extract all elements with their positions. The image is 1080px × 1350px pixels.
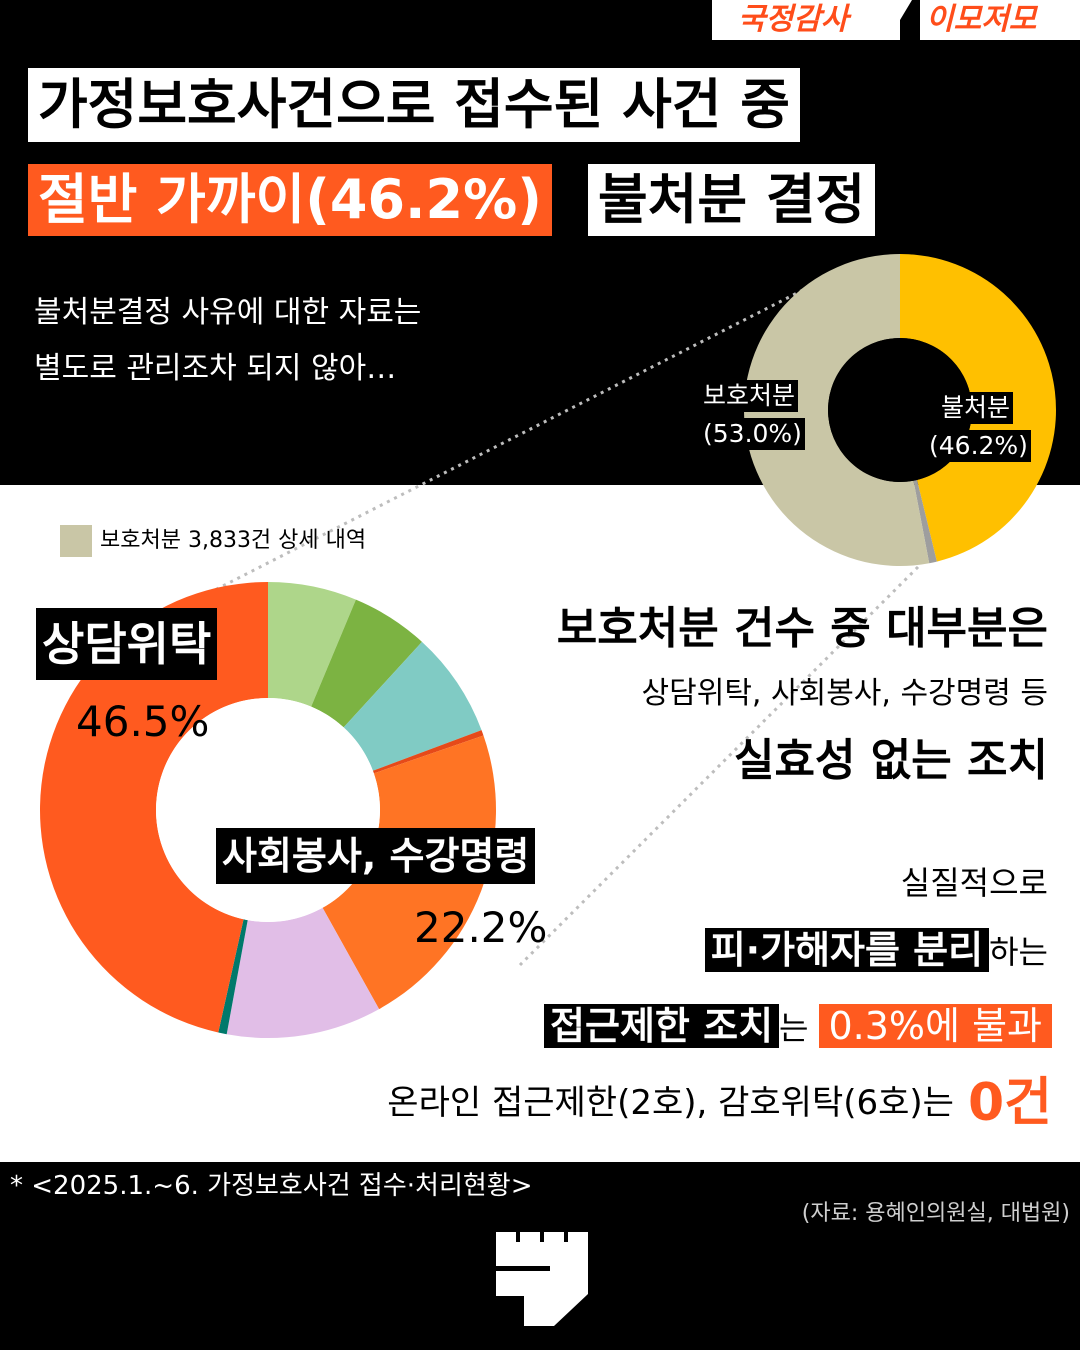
subtext-line2: 별도로 관리조차 되지 않아… <box>34 351 397 386</box>
body-line2: 상담위탁, 사회봉사, 수강명령 등 <box>641 676 1048 711</box>
body-line4: 실질적으로 <box>900 864 1048 902</box>
headline-line2-end: 불처분 결정 <box>588 164 876 236</box>
body-line3: 실효성 없는 조치 <box>734 735 1048 786</box>
slice-pct-community-service: 22.2% <box>414 903 548 952</box>
tag-right-box <box>920 0 1080 40</box>
slice-label-protection: 보호처분 <box>700 380 799 412</box>
body-line7-value: 0건 <box>967 1073 1052 1133</box>
fist-logo-icon <box>496 1232 588 1326</box>
slice-label-counseling: 상담위탁 <box>36 608 218 680</box>
tag-right: 이모저모 <box>926 2 1037 37</box>
body-line6-mid: 는 <box>779 1009 809 1047</box>
slice-pct-protection: (53.0%) <box>700 418 805 450</box>
legend-swatch <box>60 525 92 557</box>
detail-slice-1 <box>311 599 422 728</box>
slice-label-community-service: 사회봉사, 수강명령 <box>216 828 536 884</box>
detail-slice-2 <box>343 641 482 771</box>
body-line1: 보호처분 건수 중 대부분은 <box>556 603 1048 654</box>
tag-left-box <box>712 0 900 40</box>
body-line7: 온라인 접근제한(2호), 감호위탁(6호)는 0건 <box>387 1070 1052 1136</box>
detail-slice-7 <box>40 582 269 1033</box>
body-line6-highlight: 접근제한 조치 <box>544 1004 780 1048</box>
slice-label-no-disposition: 불처분 <box>938 392 1014 424</box>
body-line5-rest: 하는 <box>989 933 1048 971</box>
footnote: * <2025.1.~6. 가정보호사건 접수·처리현황> <box>10 1171 533 1201</box>
tag-left: 국정감사 <box>738 2 849 37</box>
overall-slice-2 <box>744 254 930 566</box>
subtext-line1: 불처분결정 사유에 대한 자료는 <box>34 295 422 330</box>
body-line6-orange: 0.3%에 불과 <box>818 1004 1052 1048</box>
headline-line1: 가정보호사건으로 접수된 사건 중 <box>28 68 800 142</box>
slice-pct-counseling: 46.5% <box>76 697 210 746</box>
detail-slice-0 <box>268 582 356 707</box>
detail-slice-5 <box>226 907 380 1038</box>
legend-label: 보호처분 3,833건 상세 내역 <box>100 528 367 553</box>
source-credit: (자료: 용혜인의원실, 대법원) <box>801 1201 1070 1226</box>
slice-pct-no-disposition: (46.2%) <box>926 430 1031 462</box>
detail-slice-3 <box>372 730 484 774</box>
body-line7-text: 온라인 접근제한(2호), 감호위탁(6호)는 <box>387 1083 954 1123</box>
headline-highlight: 절반 가까이(46.2%) <box>28 164 552 236</box>
body-line5: 피·가해자를 분리 하는 <box>704 918 1048 984</box>
tag-slash <box>888 0 912 40</box>
body-line5-highlight: 피·가해자를 분리 <box>704 928 990 972</box>
overall-slice-1 <box>913 479 937 564</box>
body-line6: 접근제한 조치 는 0.3%에 불과 <box>544 994 1052 1060</box>
detail-slice-6 <box>218 919 248 1035</box>
